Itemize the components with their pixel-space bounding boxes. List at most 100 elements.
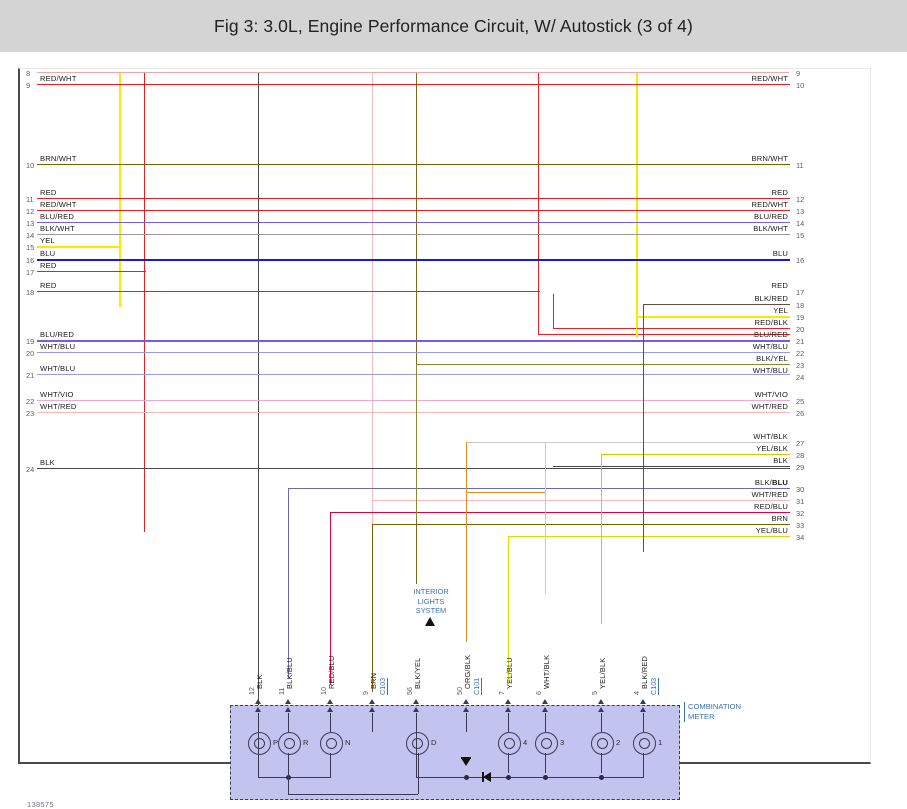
left-wire-label: BLU	[40, 249, 55, 258]
wire-segment	[466, 492, 467, 520]
meter-pin-number: 10	[319, 687, 328, 695]
meter-pin-number: 11	[277, 688, 286, 695]
connector-id: C101	[472, 678, 482, 695]
wire-segment	[508, 536, 790, 537]
connector-arrow-inner	[327, 707, 333, 712]
meter-internal-wire	[288, 753, 289, 777]
diagram-frame	[18, 68, 871, 764]
right-wire-label: BLU	[700, 249, 788, 258]
indicator-lamp-label: D	[431, 738, 436, 747]
wire-segment	[538, 291, 539, 334]
meter-pin-wire-label: BLK/YEL	[413, 658, 422, 689]
wire-segment	[330, 512, 790, 513]
meter-internal-wire	[466, 713, 467, 732]
meter-internal-wire	[330, 713, 331, 732]
indicator-lamp	[498, 732, 521, 755]
meter-pin-wire-label: RED/BLU	[327, 656, 336, 689]
left-pin-number: 19	[26, 337, 34, 346]
wire-segment	[37, 291, 540, 292]
connector-id: C103	[378, 678, 388, 695]
meter-internal-wire	[418, 753, 419, 794]
right-wire-label: RED/WHT	[700, 200, 788, 209]
connector-arrow	[369, 699, 375, 704]
right-wire-label: WHT/BLU	[700, 366, 788, 375]
left-wire-label: RED	[40, 261, 56, 270]
wire-segment	[601, 454, 602, 624]
connector-id: C103	[649, 678, 659, 695]
left-pin-number: 14	[26, 231, 34, 240]
connector-arrow	[255, 699, 261, 704]
wire-segment	[37, 234, 790, 235]
wire-segment	[372, 524, 790, 525]
right-pin-number: 24	[796, 373, 804, 382]
diode-left-icon	[483, 772, 491, 782]
left-pin-number: 24	[26, 465, 34, 474]
right-wire-label: BRN/WHT	[700, 154, 788, 163]
right-pin-number: 20	[796, 325, 804, 334]
left-pin-number: 16	[26, 256, 34, 265]
right-pin-number: 9	[796, 69, 800, 78]
meter-internal-wire	[416, 777, 644, 778]
right-pin-number: 19	[796, 313, 804, 322]
connector-arrow	[285, 699, 291, 704]
wire-segment	[37, 84, 790, 85]
meter-internal-wire	[288, 777, 289, 794]
right-pin-number: 15	[796, 231, 804, 240]
diode-bar	[482, 772, 484, 782]
left-wire-label: BLK/WHT	[40, 224, 75, 233]
meter-internal-wire	[372, 713, 373, 732]
wire-segment	[466, 492, 546, 493]
connector-arrow-inner	[640, 707, 646, 712]
right-wire-label: WHT/RED	[700, 402, 788, 411]
meter-internal-wire	[288, 794, 418, 795]
left-wire-label: RED	[40, 281, 56, 290]
wire-segment	[466, 442, 790, 443]
indicator-lamp-label: R	[303, 738, 308, 747]
indicator-lamp-label: 3	[560, 738, 564, 747]
connector-arrow-inner	[255, 707, 261, 712]
left-wire-label: BLU/RED	[40, 330, 74, 339]
right-pin-number: 10	[796, 81, 804, 90]
diode-down-icon	[461, 758, 471, 766]
meter-internal-wire	[601, 713, 602, 732]
connector-arrow	[505, 699, 511, 704]
meter-pin-wire-label: BRN	[369, 673, 378, 689]
meter-internal-wire	[508, 753, 509, 773]
right-wire-label: RED/BLK	[700, 318, 788, 327]
left-wire-label: RED/WHT	[40, 74, 76, 83]
connector-arrow-inner	[598, 707, 604, 712]
meter-internal-wire	[545, 753, 546, 773]
indicator-lamp	[406, 732, 429, 755]
connector-arrow-inner	[413, 707, 419, 712]
right-wire-label: YEL	[700, 306, 788, 315]
right-wire-label: RED/WHT	[700, 74, 788, 83]
connector-arrow	[413, 699, 419, 704]
right-pin-number: 11	[796, 161, 804, 170]
wire-segment	[553, 294, 554, 328]
wire-segment	[37, 246, 121, 248]
indicator-lamp-label: N	[345, 738, 350, 747]
connector-arrow	[598, 699, 604, 704]
wire-segment	[37, 72, 789, 73]
left-pin-number: 20	[26, 349, 34, 358]
right-pin-number: 17	[796, 288, 804, 297]
meter-name-line1: COMBINATION	[688, 702, 741, 712]
meter-pin-number: 6	[534, 691, 543, 695]
wire-segment	[37, 164, 790, 165]
meter-internal-wire	[545, 713, 546, 732]
meter-pin-number: 5	[590, 691, 599, 695]
left-pin-number: 8	[26, 69, 30, 78]
meter-name-line2: METER	[688, 712, 741, 722]
right-wire-label: YEL/BLU	[700, 526, 788, 535]
left-wire-label: WHT/VIO	[40, 390, 74, 399]
wire-segment	[636, 72, 638, 338]
wire-segment	[643, 304, 790, 305]
left-pin-number: 10	[26, 161, 34, 170]
indicator-lamp	[248, 732, 271, 755]
right-pin-number: 32	[796, 509, 804, 518]
left-wire-label: RED/WHT	[40, 200, 76, 209]
interior-lights-label: INTERIOR LIGHTS SYSTEM	[404, 587, 458, 616]
meter-pin-wire-label: WHT/BLK	[542, 655, 551, 689]
indicator-lamp	[320, 732, 343, 755]
right-wire-label: WHT/BLU	[700, 342, 788, 351]
